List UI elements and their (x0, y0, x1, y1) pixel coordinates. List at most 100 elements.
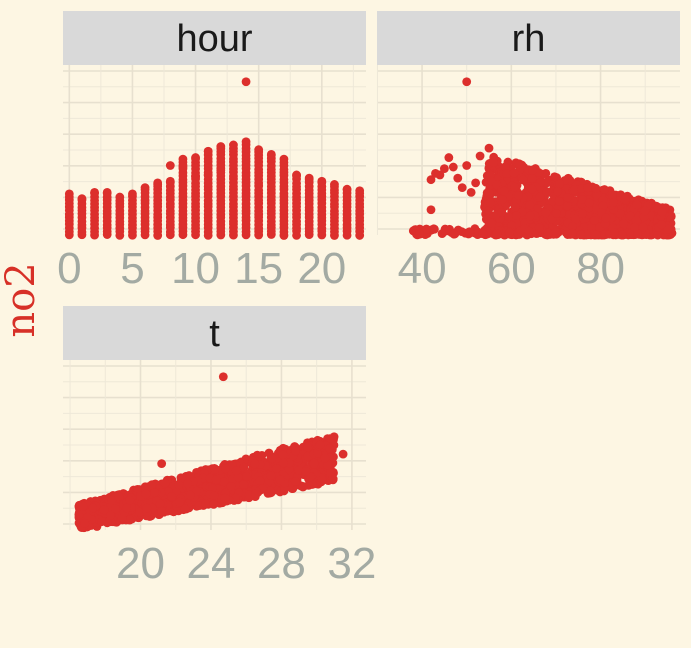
data-point (216, 142, 226, 151)
data-point (578, 195, 588, 204)
data-point (338, 449, 348, 459)
data-point (600, 185, 609, 194)
data-point (567, 228, 577, 238)
data-point (631, 215, 641, 225)
data-point (194, 501, 204, 511)
data-point (165, 161, 175, 170)
data-point (437, 229, 447, 238)
data-point (653, 230, 663, 240)
data-point (601, 213, 611, 223)
data-point (421, 224, 431, 234)
data-point (591, 230, 601, 240)
data-point (415, 229, 424, 239)
data-point (571, 214, 580, 224)
data-point (554, 196, 564, 206)
data-point (630, 222, 639, 232)
data-point (304, 173, 314, 183)
x-tick-label-hour: 5 (120, 244, 144, 293)
data-point (241, 77, 251, 87)
data-point (514, 159, 524, 169)
data-point (584, 198, 594, 208)
data-point (510, 182, 519, 192)
data-point (591, 183, 601, 193)
data-point (657, 220, 666, 230)
data-point (115, 192, 125, 202)
data-point (478, 229, 488, 239)
x-tick-label-rh: 80 (576, 244, 625, 293)
data-point (315, 440, 325, 450)
data-point (505, 228, 514, 237)
data-point (279, 458, 288, 468)
data-point (64, 189, 74, 199)
data-point (615, 208, 625, 218)
data-point (90, 187, 99, 197)
grid-rh (376, 65, 680, 235)
data-point (553, 187, 563, 196)
data-point (504, 212, 514, 221)
x-tick-label-t: 28 (257, 539, 306, 588)
data-point (220, 493, 230, 503)
data-point (294, 466, 304, 475)
data-point (203, 146, 213, 156)
data-point (657, 207, 667, 217)
data-point (426, 205, 436, 215)
data-point (640, 206, 650, 216)
data-point (266, 150, 276, 159)
data-point (551, 227, 561, 237)
data-point (174, 480, 183, 490)
data-point (541, 208, 551, 218)
data-point (510, 202, 520, 212)
x-ticks-hour: 0 5 10 15 20 (57, 244, 346, 293)
data-point (525, 211, 535, 221)
data-point (226, 482, 236, 491)
data-point (638, 222, 648, 232)
data-point (251, 489, 261, 499)
data-point (598, 201, 608, 211)
x-tick-label-hour: 0 (57, 244, 81, 293)
data-point (157, 506, 167, 516)
data-point (167, 492, 176, 502)
data-point (140, 183, 150, 193)
data-point (449, 229, 459, 239)
data-point (465, 227, 474, 237)
data-point (272, 464, 281, 473)
data-point (462, 77, 472, 87)
data-point (525, 200, 535, 210)
data-point (535, 192, 545, 202)
data-point (466, 187, 476, 197)
data-point (633, 229, 643, 239)
data-point (147, 480, 157, 490)
data-point (619, 219, 629, 229)
data-point (135, 507, 145, 517)
data-point (88, 503, 98, 513)
data-point (141, 489, 151, 499)
data-point (298, 482, 308, 492)
data-point (444, 153, 454, 162)
data-point (110, 504, 120, 514)
data-point (632, 200, 642, 210)
data-point (265, 486, 275, 496)
data-point (589, 216, 599, 225)
data-point (457, 183, 467, 193)
x-tick-label-t: 20 (116, 539, 165, 588)
data-point (125, 515, 135, 525)
data-point (77, 194, 87, 204)
data-point (355, 186, 365, 196)
data-point (267, 453, 277, 463)
data-point (569, 185, 579, 195)
data-point (290, 477, 300, 486)
data-point (534, 223, 544, 233)
x-ticks-rh: 40 60 80 (398, 244, 625, 293)
data-point (211, 475, 221, 485)
data-point (303, 442, 313, 452)
data-point (142, 503, 152, 513)
data-point (183, 479, 193, 489)
data-point (80, 518, 90, 528)
x-ticks-t: 20 24 28 32 (116, 539, 376, 588)
panel-t: t 20 24 28 32 (63, 306, 376, 588)
data-point (563, 193, 573, 202)
data-point (128, 189, 137, 199)
data-point (191, 172, 200, 181)
data-point (160, 478, 170, 488)
data-point (201, 499, 211, 509)
